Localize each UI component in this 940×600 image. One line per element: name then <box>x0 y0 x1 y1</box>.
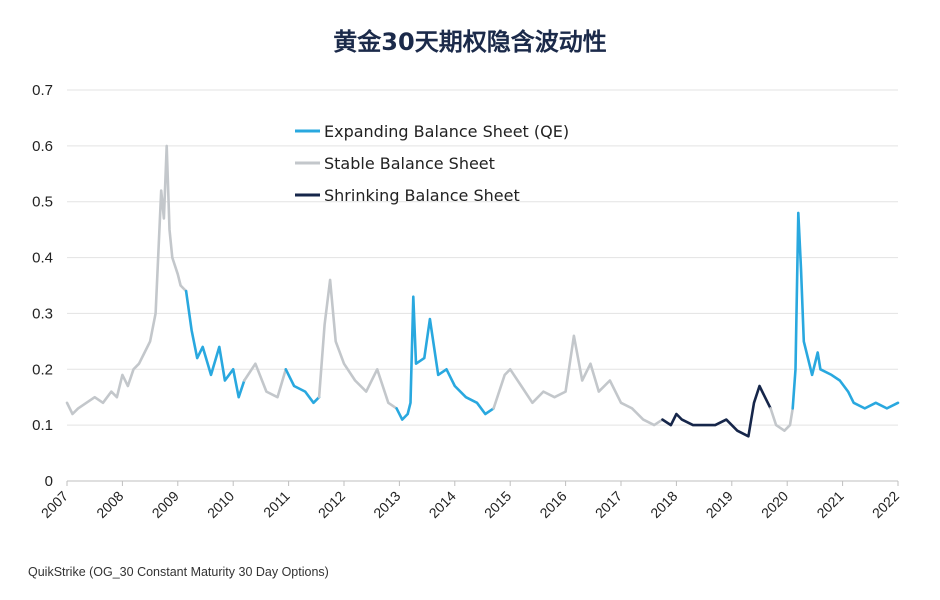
series-line-7 <box>661 384 772 438</box>
x-tick-label: 2022 <box>869 488 902 521</box>
y-tick-label: 0.7 <box>32 82 53 99</box>
x-tick-label: 2019 <box>703 488 736 521</box>
gridlines <box>67 89 898 482</box>
series-line-9 <box>791 211 900 410</box>
x-tick-label: 2013 <box>370 488 403 521</box>
legend-label: Shrinking Balance Sheet <box>324 186 520 205</box>
y-tick-label: 0.4 <box>32 250 53 267</box>
series-line-0 <box>65 144 188 416</box>
y-tick-label: 0 <box>45 473 53 490</box>
y-tick-label: 0.6 <box>32 138 53 155</box>
series-line-8 <box>769 407 795 433</box>
chart-title: 黄金30天期权隐含波动性 <box>333 28 607 56</box>
x-axis-ticks: 2007 2008 2009 2010 2011 2012 2013 2014 2015 2016… <box>38 481 902 521</box>
series-lines <box>65 144 900 438</box>
x-tick-label: 2010 <box>204 488 237 521</box>
legend-label: Expanding Balance Sheet (QE) <box>324 122 569 141</box>
x-tick-label: 2018 <box>647 488 680 521</box>
x-tick-label: 2012 <box>315 488 348 521</box>
x-tick-label: 2011 <box>260 488 293 521</box>
x-tick-label: 2016 <box>536 488 569 521</box>
x-tick-label: 2015 <box>481 488 514 521</box>
y-tick-label: 0.5 <box>32 194 53 211</box>
x-tick-label: 2014 <box>426 488 459 521</box>
x-tick-label: 2009 <box>149 488 182 521</box>
legend-label: Stable Balance Sheet <box>324 154 495 173</box>
x-tick-label: 2021 <box>813 488 846 521</box>
x-tick-label: 2020 <box>758 488 791 521</box>
y-axis-ticks: 0 0.1 0.2 0.3 0.4 0.5 0.6 0.7 <box>32 82 53 490</box>
y-tick-label: 0.3 <box>32 305 53 322</box>
series-line-3 <box>284 367 321 405</box>
x-tick-label: 2007 <box>38 488 71 521</box>
legend: Expanding Balance Sheet (QE) Stable Balan… <box>295 122 569 205</box>
series-line-4 <box>317 278 398 410</box>
series-line-1 <box>184 289 246 399</box>
x-tick-label: 2017 <box>592 488 625 521</box>
series-line-6 <box>492 334 664 427</box>
series-line-5 <box>395 295 495 421</box>
source-note: QuikStrike (OG_30 Constant Maturity 30 D… <box>28 565 329 579</box>
x-tick-label: 2008 <box>93 488 126 521</box>
y-tick-label: 0.1 <box>32 417 53 434</box>
y-tick-label: 0.2 <box>32 361 53 378</box>
series-line-2 <box>243 362 288 399</box>
